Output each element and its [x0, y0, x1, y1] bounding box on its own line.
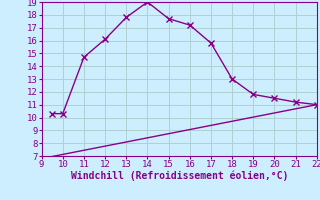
X-axis label: Windchill (Refroidissement éolien,°C): Windchill (Refroidissement éolien,°C)	[70, 171, 288, 181]
